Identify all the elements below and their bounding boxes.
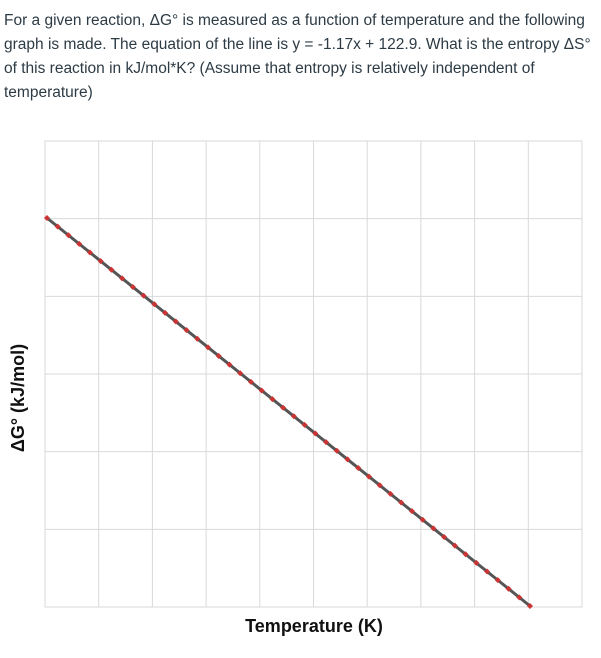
data-point <box>119 275 126 282</box>
data-point <box>333 447 340 454</box>
question-text: For a given reaction, ΔG° is measured as… <box>4 12 591 101</box>
data-point <box>355 465 362 472</box>
data-point <box>269 396 276 403</box>
data-point <box>323 439 330 446</box>
data-point <box>387 490 394 497</box>
data-point <box>151 301 158 308</box>
data-point <box>505 585 512 592</box>
data-point <box>258 387 265 394</box>
data-point <box>237 370 244 377</box>
data-point <box>344 456 351 463</box>
data-point <box>44 215 50 221</box>
x-axis-title: Temperature (K) <box>245 616 383 636</box>
data-point <box>451 542 458 549</box>
data-point <box>301 421 308 428</box>
data-point <box>86 249 93 256</box>
data-point <box>290 413 297 420</box>
data-point <box>419 516 426 523</box>
data-point <box>516 594 523 601</box>
data-point <box>76 240 83 247</box>
data-point <box>527 603 533 609</box>
y-axis-title: ΔG° (kJ/mol) <box>8 344 28 452</box>
data-point <box>484 568 491 575</box>
data-point <box>312 430 319 437</box>
data-point <box>140 292 147 299</box>
data-point <box>408 508 415 515</box>
data-point <box>129 283 136 290</box>
data-point <box>97 258 104 265</box>
data-points <box>44 215 533 609</box>
data-point <box>398 499 405 506</box>
data-point <box>462 551 469 558</box>
data-point <box>172 318 179 325</box>
data-point <box>162 309 169 316</box>
data-point <box>376 482 383 489</box>
data-point <box>473 559 480 566</box>
data-point <box>205 344 211 351</box>
chart: Temperature (K) ΔG° (kJ/mol) <box>0 130 601 658</box>
data-point <box>65 232 72 239</box>
data-point <box>226 361 233 368</box>
gridlines <box>45 141 582 607</box>
data-point <box>108 266 115 273</box>
scatter-chart: Temperature (K) ΔG° (kJ/mol) <box>8 140 583 636</box>
data-point <box>430 525 437 532</box>
data-point <box>441 534 448 541</box>
data-point <box>215 352 222 359</box>
data-point <box>194 335 201 342</box>
data-point <box>183 327 190 334</box>
data-point <box>247 378 254 385</box>
trendline <box>46 216 531 608</box>
data-point <box>366 473 372 480</box>
data-point <box>54 223 61 230</box>
data-point <box>280 404 287 411</box>
data-point <box>494 577 501 584</box>
